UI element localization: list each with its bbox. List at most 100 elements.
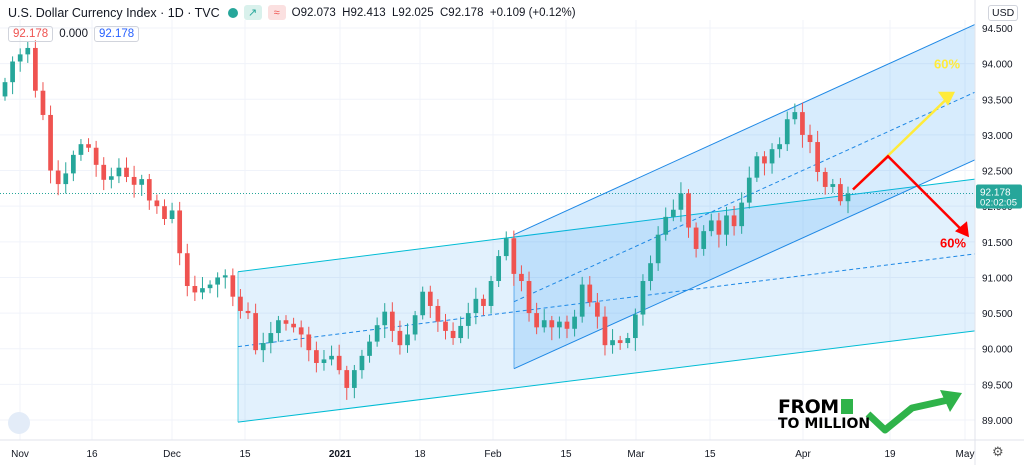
candle-up <box>329 355 334 360</box>
watermark-arrowhead <box>940 390 962 412</box>
x-tick-label: 16 <box>86 449 98 460</box>
candle-down <box>101 164 107 180</box>
candle-up <box>78 144 84 155</box>
close-value: C92.178 <box>440 6 484 19</box>
watermark-line-1: FROM <box>778 396 853 418</box>
candle-down <box>595 302 600 317</box>
candle-up <box>268 333 274 344</box>
candle-down <box>192 286 198 293</box>
candle-up <box>405 334 410 346</box>
candle-down <box>124 167 129 177</box>
candle-up <box>116 167 122 177</box>
candle-up <box>200 288 205 293</box>
candle-down <box>519 273 524 282</box>
candle-up <box>359 355 365 371</box>
candle-up <box>367 341 372 356</box>
chart-header: U.S. Dollar Currency Index · 1D · TVC ↗ … <box>8 5 576 20</box>
channel-inner-bottom <box>513 159 976 370</box>
candle-down <box>131 176 137 185</box>
candle-up <box>610 340 615 346</box>
candle-up <box>640 281 646 315</box>
candle-down <box>807 134 813 143</box>
bar-countdown: 02:02:05 <box>980 197 1017 208</box>
candle-up <box>10 61 15 83</box>
indicator-values: 92.178 0.000 92.178 <box>8 26 140 42</box>
candle-up <box>458 325 464 339</box>
gear-icon[interactable]: ⚙ <box>992 444 1004 459</box>
candle-down <box>33 47 38 91</box>
x-tick-label: 19 <box>884 449 896 460</box>
candle-up <box>351 370 357 388</box>
indicator-value-3: 92.178 <box>93 26 140 42</box>
candle-down <box>93 147 99 165</box>
chart-mode-icon[interactable]: ↗ <box>243 5 262 20</box>
candle-down <box>800 112 805 135</box>
x-tick-label: 18 <box>414 449 426 460</box>
candle-up <box>655 234 661 264</box>
candle-up <box>663 216 669 235</box>
candle-down <box>162 206 167 220</box>
watermark-text-1: FROM <box>778 396 839 418</box>
forecast-up-arrowhead <box>938 91 955 106</box>
candle-up <box>169 210 175 220</box>
candle-up <box>632 314 638 339</box>
candle-down <box>450 330 456 339</box>
candle-up <box>541 320 547 328</box>
candle-up <box>792 112 798 120</box>
market-status-dot <box>227 7 238 18</box>
candle-down <box>435 305 441 322</box>
candle-up <box>17 54 23 62</box>
compare-icon[interactable]: ≈ <box>267 5 286 20</box>
low-value: L92.025 <box>392 6 434 19</box>
candle-down <box>443 321 448 331</box>
x-tick-label: May <box>956 449 975 460</box>
candle-down <box>184 253 190 287</box>
candle-down <box>731 215 737 227</box>
candle-down <box>549 320 555 328</box>
tradingview-logo-icon[interactable] <box>8 412 30 434</box>
candle-down <box>283 320 289 324</box>
candle-up <box>374 325 380 342</box>
candle-up <box>724 215 729 235</box>
watermark-arrow <box>865 396 949 434</box>
channel-outer-top <box>237 178 976 273</box>
indicator-value-1: 92.178 <box>8 26 54 42</box>
candle-up <box>830 184 836 187</box>
candle-down <box>693 227 699 249</box>
candle-up <box>739 202 745 227</box>
candle-down <box>230 275 236 297</box>
candle-down <box>602 316 608 346</box>
candle-up <box>222 275 228 278</box>
candle-down <box>815 142 820 172</box>
candle-down <box>427 291 433 306</box>
watermark-line-2: TO MILLION <box>778 416 871 432</box>
candle-series <box>2 40 851 400</box>
candle-down <box>298 327 304 335</box>
indicator-value-2: 0.000 <box>59 28 88 40</box>
candle-down <box>245 310 251 314</box>
x-tick-label: 15 <box>560 449 572 460</box>
x-tick-label: 15 <box>704 449 716 460</box>
y-tick-label: 92.500 <box>982 167 1013 178</box>
y-tick-label: 90.000 <box>982 345 1013 356</box>
candle-up <box>276 320 281 334</box>
x-tick-label: Mar <box>627 449 645 460</box>
candle-down <box>838 184 843 202</box>
symbol-title[interactable]: U.S. Dollar Currency Index · 1D · TVC <box>8 5 220 20</box>
candle-down <box>55 170 61 185</box>
candle-up <box>784 119 790 145</box>
candle-down <box>617 340 623 344</box>
open-value: O92.073 <box>291 6 336 19</box>
candle-down <box>511 238 517 274</box>
candle-up <box>139 179 145 185</box>
candle-up <box>754 156 760 178</box>
forecast-down-arrowhead <box>955 221 969 238</box>
candle-down <box>344 370 350 388</box>
candle-up <box>25 47 31 55</box>
currency-label[interactable]: USD <box>988 5 1019 21</box>
candle-up <box>845 193 851 202</box>
candle-up <box>678 193 684 210</box>
candle-up <box>63 173 69 185</box>
candle-down <box>253 313 258 351</box>
